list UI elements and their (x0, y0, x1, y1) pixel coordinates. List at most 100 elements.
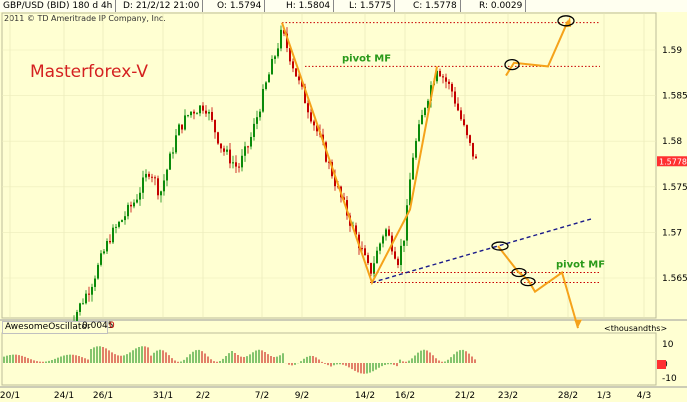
candle-body (79, 303, 81, 312)
last-price-tag (657, 156, 687, 167)
oscillator-value-tag (657, 360, 666, 369)
candle-body (193, 111, 195, 114)
candle-body (175, 135, 177, 153)
y-tick-label: 1.57 (662, 228, 682, 238)
x-tick-label: 23/2 (498, 391, 518, 401)
candle-body (118, 221, 120, 227)
x-tick-label: 20/1 (0, 391, 20, 401)
candle-body (250, 136, 252, 147)
candle-body (178, 124, 180, 136)
candle-body (439, 70, 441, 77)
x-tick-label: 14/2 (355, 391, 375, 401)
x-tick-label: 21/2 (455, 391, 475, 401)
candle-body (301, 80, 303, 87)
candle-body (469, 135, 471, 143)
candle-body (442, 76, 444, 78)
y-tick-label: 1.58 (662, 137, 682, 147)
candle-body (334, 176, 336, 187)
x-tick-label: 28/2 (558, 391, 578, 401)
candle-body (262, 88, 264, 112)
candle-body (169, 153, 171, 170)
candle-body (370, 263, 372, 274)
candle-body (100, 253, 102, 265)
candle-body (427, 100, 429, 108)
candlestick-series (67, 25, 477, 332)
high-readout: H: 1.5804 (283, 0, 335, 12)
candle-body (316, 125, 318, 132)
candle-body (283, 29, 285, 34)
oscillator-value: 0.0045 (82, 321, 114, 331)
candle-body (397, 258, 399, 266)
candle-body (217, 132, 219, 144)
candle-body (211, 111, 213, 120)
candle-body (136, 199, 138, 203)
candle-body (373, 263, 375, 274)
close-readout: C: 1.5778 (410, 0, 461, 12)
candle-body (313, 121, 315, 126)
oscillator-tick-label: -10 (662, 374, 677, 384)
candle-body (199, 105, 201, 114)
candle-body (142, 177, 144, 193)
candle-body (388, 229, 390, 236)
candle-body (76, 311, 78, 322)
candle-body (115, 226, 117, 228)
oscillator-name[interactable]: AwesomeOscillator (2, 321, 108, 334)
candle-body (289, 48, 291, 62)
candle-body (109, 241, 111, 243)
candle-body (421, 115, 423, 125)
candle-body (121, 220, 123, 222)
oscillator-panel-frame (1, 332, 657, 386)
y-tick-label: 1.585 (662, 92, 687, 102)
candle-body (454, 91, 456, 104)
x-tick-label: 31/1 (153, 391, 173, 401)
candle-body (124, 216, 126, 221)
candle-body (244, 146, 246, 156)
candle-body (133, 202, 135, 207)
candle-body (298, 76, 300, 81)
candle-body (466, 125, 468, 136)
x-tick-label: 7/2 (255, 391, 269, 401)
candle-body (238, 166, 240, 168)
candle-body (163, 180, 165, 192)
candle-body (235, 162, 237, 167)
candle-body (451, 83, 453, 92)
candle-body (157, 178, 159, 196)
candle-body (196, 113, 198, 115)
x-tick-label: 1/3 (597, 391, 611, 401)
candle-body (292, 61, 294, 69)
candle-body (304, 86, 306, 104)
candle-body (139, 192, 141, 200)
open-readout: O: 1.5794 (214, 0, 266, 12)
candle-body (97, 264, 99, 279)
candle-body (241, 155, 243, 168)
candle-body (148, 173, 150, 177)
candle-body (202, 105, 204, 111)
x-tick-label: 2/2 (196, 391, 210, 401)
candle-body (205, 110, 207, 114)
price-panel-frame (1, 12, 657, 319)
candle-body (187, 115, 189, 117)
projection-down-arrow (574, 319, 582, 328)
x-tick-label: 16/2 (395, 391, 415, 401)
candle-body (94, 278, 96, 287)
candle-body (265, 82, 267, 89)
candle-body (418, 124, 420, 141)
wave-line (281, 22, 438, 286)
candle-body (379, 243, 381, 251)
y-tick-label: 1.575 (662, 183, 687, 193)
candle-body (184, 115, 186, 130)
candle-body (268, 74, 270, 83)
candle-body (172, 152, 174, 154)
candle-body (448, 81, 450, 84)
symbol-label[interactable]: GBP/USD (BID) 180 d 4h (0, 0, 117, 12)
candle-body (361, 248, 363, 250)
candle-body (223, 148, 225, 152)
candle-body (295, 68, 297, 77)
candle-body (145, 173, 147, 178)
candle-body (445, 77, 447, 82)
candle-body (457, 103, 459, 111)
candle-body (181, 124, 183, 130)
candle-body (475, 156, 477, 159)
brand-label: Masterforex-V (30, 62, 148, 82)
